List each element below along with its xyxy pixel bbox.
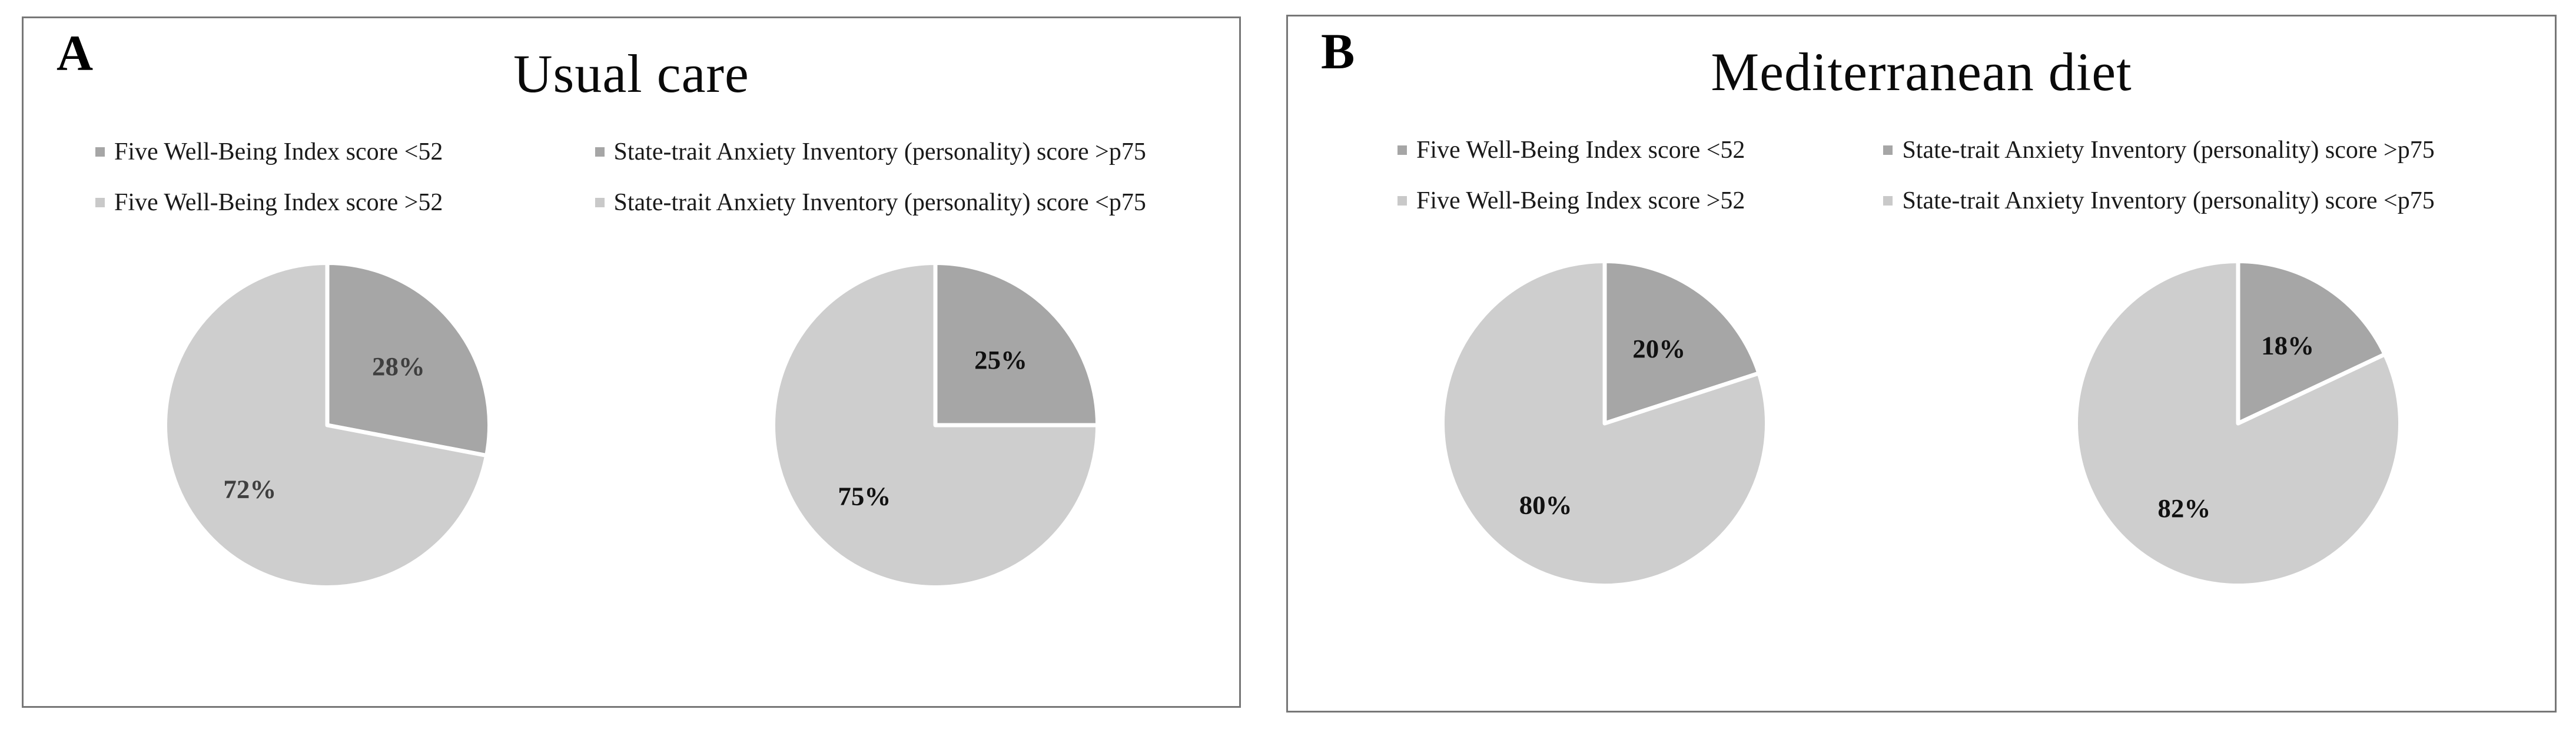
legend-label: State-trait Anxiety Inventory (personali…: [1902, 136, 2435, 164]
pie-value-label: 80%: [1519, 490, 1572, 519]
legend-label: Five Well-Being Index score <52: [114, 138, 443, 165]
legend-mediterranean-diet: Five Well-Being Index score <52 Five Wel…: [1288, 135, 2555, 216]
pie-chart-anxiety-usual-care: 25% 75%: [765, 254, 1106, 596]
legend-item: State-trait Anxiety Inventory (personali…: [595, 188, 1239, 217]
pie-chart-wellbeing-mediterranean-diet: 20% 80%: [1434, 253, 1775, 594]
legend-swatch-dark: [1397, 145, 1407, 155]
pies-row-usual-care: 28% 72% 25% 75%: [24, 254, 1239, 596]
legend-column-anxiety: State-trait Anxiety Inventory (personali…: [595, 137, 1239, 218]
pie-value-label: 72%: [224, 474, 277, 503]
pie-svg: 18% 82%: [2074, 259, 2402, 588]
pie-slice: [933, 260, 1100, 428]
pie-slice: [325, 260, 492, 458]
pie-slice: [1602, 259, 1761, 426]
legend-item: State-trait Anxiety Inventory (personali…: [1883, 135, 2555, 165]
legend-swatch-dark: [95, 147, 105, 157]
legend-swatch-light: [1397, 196, 1407, 206]
panel-b-title: Mediterranean diet: [1711, 42, 2132, 102]
legend-column-wellbeing: Five Well-Being Index score <52 Five Wel…: [24, 137, 595, 218]
legend-item: Five Well-Being Index score <52: [95, 137, 595, 167]
pie-chart-anxiety-mediterranean-diet: 18% 82%: [2067, 253, 2409, 594]
pie-value-label: 18%: [2261, 330, 2314, 360]
legend-swatch-dark: [595, 147, 605, 157]
legend-swatch-light: [95, 198, 105, 208]
pie-slice: [163, 260, 489, 589]
pie-cell: 28% 72%: [24, 254, 632, 596]
pie-cell: 18% 82%: [1921, 253, 2555, 594]
legend-usual-care: Five Well-Being Index score <52 Five Wel…: [24, 137, 1239, 218]
pie-slice: [2236, 259, 2387, 426]
legend-item: State-trait Anxiety Inventory (personali…: [595, 137, 1239, 167]
panel-usual-care: A Usual care Five Well-Being Index score…: [22, 16, 1241, 708]
panel-a-label: A: [57, 25, 94, 81]
legend-column-anxiety: State-trait Anxiety Inventory (personali…: [1883, 135, 2555, 216]
pie-chart-wellbeing-usual-care: 28% 72%: [157, 254, 498, 596]
pie-slice: [2074, 259, 2402, 588]
pie-value-label: 82%: [2157, 493, 2210, 523]
legend-label: State-trait Anxiety Inventory (personali…: [613, 138, 1146, 165]
legend-label: State-trait Anxiety Inventory (personali…: [1902, 187, 2435, 215]
legend-label: Five Well-Being Index score >52: [1416, 187, 1745, 215]
pie-slice: [1440, 259, 1769, 588]
pie-cell: 25% 75%: [632, 254, 1240, 596]
legend-label: Five Well-Being Index score >52: [114, 189, 443, 217]
legend-column-wellbeing: Five Well-Being Index score <52 Five Wel…: [1288, 135, 1883, 216]
legend-item: Five Well-Being Index score >52: [95, 188, 595, 217]
pie-slice: [771, 260, 1100, 589]
pie-value-label: 25%: [974, 345, 1027, 375]
pie-cell: 20% 80%: [1288, 253, 1921, 594]
pie-svg: 25% 75%: [771, 260, 1100, 589]
legend-swatch-light: [1883, 196, 1893, 206]
pie-svg: 28% 72%: [163, 260, 492, 589]
panel-mediterranean-diet: B Mediterranean diet Five Well-Being Ind…: [1286, 15, 2557, 713]
legend-item: Five Well-Being Index score >52: [1397, 186, 1883, 216]
panel-b-label: B: [1321, 23, 1355, 79]
pie-svg: 20% 80%: [1440, 259, 1769, 588]
pie-value-label: 20%: [1632, 334, 1685, 363]
legend-swatch-dark: [1883, 145, 1893, 155]
pies-row-mediterranean-diet: 20% 80% 18% 82%: [1288, 253, 2555, 594]
panel-a-title: Usual care: [513, 44, 749, 104]
legend-swatch-light: [595, 198, 605, 208]
pie-value-label: 28%: [372, 352, 425, 381]
legend-item: Five Well-Being Index score <52: [1397, 135, 1883, 165]
legend-label: State-trait Anxiety Inventory (personali…: [613, 189, 1146, 217]
legend-item: State-trait Anxiety Inventory (personali…: [1883, 186, 2555, 216]
legend-label: Five Well-Being Index score <52: [1416, 136, 1745, 164]
pie-value-label: 75%: [838, 481, 891, 511]
